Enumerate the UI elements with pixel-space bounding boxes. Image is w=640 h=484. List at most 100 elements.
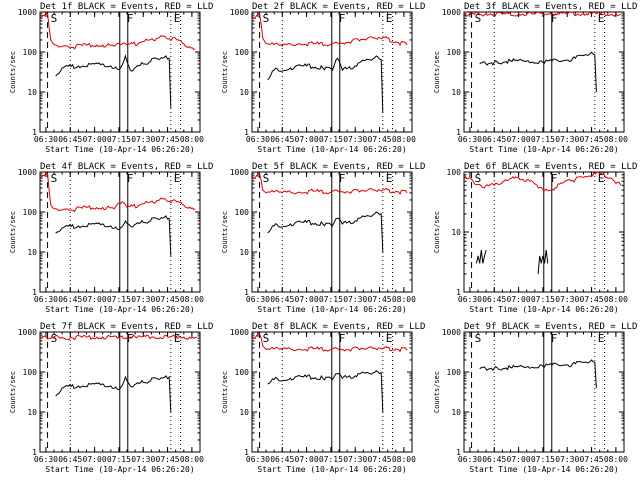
x-tick-label: 07:45 (368, 135, 392, 144)
x-tick-label: 07:45 (156, 295, 180, 304)
detector-panel-6: Det 6f BLACK = Events, RED = LLD 1 10 100 Co… (433, 162, 637, 314)
y-tick-label: 10 (451, 88, 461, 97)
y-tick-label: 1000 (442, 328, 461, 337)
x-axis-label: Start Time (10-Apr-14 06:26:20) (257, 465, 406, 474)
x-tick-label: 06:30 (246, 455, 270, 464)
y-tick-label: 10 (27, 408, 37, 417)
x-tick-label: 06:30 (246, 135, 270, 144)
y-tick-label: 10 (239, 248, 249, 257)
marker-label-e: E (174, 332, 181, 345)
marker-label-f: F (339, 332, 346, 345)
marker-label-f: F (127, 332, 134, 345)
x-tick-label: 08:00 (392, 295, 416, 304)
marker-label-s: S (475, 332, 482, 345)
detector-panel-3: Det 3f BLACK = Events, RED = LLD 1 10 100 10… (433, 2, 637, 154)
series-line-events (267, 55, 384, 113)
y-tick-label: 1 (244, 448, 249, 457)
marker-label-e: E (386, 332, 393, 345)
x-tick-label: 08:00 (604, 295, 628, 304)
x-tick-label: 07:15 (107, 295, 131, 304)
x-axis-label: Start Time (10-Apr-14 06:26:20) (257, 145, 406, 154)
y-axis-label: Counts/sec (433, 371, 441, 413)
series-line-lld (463, 171, 622, 192)
x-tick-label: 06:45 (482, 295, 506, 304)
series-line-lld (39, 334, 197, 341)
x-tick-label: 06:45 (482, 135, 506, 144)
x-tick-label: 07:00 (83, 455, 107, 464)
x-tick-label: 06:30 (34, 295, 58, 304)
marker-label-e: E (598, 172, 605, 185)
x-axis-label: Start Time (10-Apr-14 06:26:20) (469, 305, 618, 314)
y-tick-label: 1000 (442, 8, 461, 17)
x-tick-label: 07:00 (295, 295, 319, 304)
x-tick-label: 07:15 (107, 455, 131, 464)
y-tick-label: 1000 (18, 328, 37, 337)
series-line-events (55, 54, 172, 108)
marker-label-e: E (386, 172, 393, 185)
marker-label-s: S (263, 12, 270, 25)
x-tick-label: 07:45 (368, 455, 392, 464)
marker-label-f: F (551, 12, 558, 25)
detector-panel-1: Det 1f BLACK = Events, RED = LLD 1 10 100 10… (9, 2, 213, 154)
x-tick-label: 07:45 (368, 295, 392, 304)
series-line-lld (39, 172, 196, 213)
marker-label-s: S (51, 12, 58, 25)
x-tick-label: 07:00 (507, 135, 531, 144)
x-tick-label: 07:15 (531, 135, 555, 144)
panel-title: Det 7f BLACK = Events, RED = LLD (40, 322, 213, 332)
x-tick-label: 06:45 (482, 455, 506, 464)
y-tick-label: 10 (27, 248, 37, 257)
x-tick-label: 07:30 (131, 135, 155, 144)
marker-label-e: E (598, 332, 605, 345)
x-tick-label: 07:15 (319, 135, 343, 144)
y-tick-label: 100 (23, 48, 38, 57)
series-line-lld (251, 13, 408, 47)
series-line-lld (39, 12, 196, 51)
x-tick-label: 07:45 (156, 455, 180, 464)
marker-label-s: S (51, 332, 58, 345)
x-tick-label: 06:30 (458, 455, 482, 464)
x-tick-label: 08:00 (604, 455, 628, 464)
y-axis-label: Counts/sec (221, 211, 229, 253)
x-tick-label: 07:00 (83, 295, 107, 304)
x-tick-label: 07:30 (555, 135, 579, 144)
y-tick-label: 1 (456, 128, 461, 137)
panel-title: Det 1f BLACK = Events, RED = LLD (40, 2, 213, 12)
x-tick-label: 07:30 (555, 295, 579, 304)
x-tick-label: 07:15 (319, 455, 343, 464)
y-axis-label: Counts/sec (221, 371, 229, 413)
x-tick-label: 06:30 (458, 295, 482, 304)
x-axis-label: Start Time (10-Apr-14 06:26:20) (469, 145, 618, 154)
y-tick-label: 1000 (230, 168, 249, 177)
x-tick-label: 07:00 (83, 135, 107, 144)
y-axis-label: Counts/sec (9, 51, 17, 93)
x-tick-label: 08:00 (392, 135, 416, 144)
panel-title: Det 9f BLACK = Events, RED = LLD (464, 322, 637, 332)
x-tick-label: 07:30 (343, 455, 367, 464)
detector-panel-9: Det 9f BLACK = Events, RED = LLD 1 10 100 10… (433, 322, 637, 474)
x-tick-label: 06:30 (458, 135, 482, 144)
x-tick-label: 07:45 (580, 455, 604, 464)
y-tick-label: 1 (456, 448, 461, 457)
series-line-events (475, 249, 487, 264)
detector-panel-5: Det 5f BLACK = Events, RED = LLD 1 10 100 10… (221, 162, 425, 314)
marker-label-f: F (339, 172, 346, 185)
x-axis-label: Start Time (10-Apr-14 06:26:20) (45, 465, 194, 474)
x-tick-label: 06:30 (246, 295, 270, 304)
marker-label-s: S (51, 172, 58, 185)
y-tick-label: 1000 (18, 8, 37, 17)
y-tick-label: 1000 (18, 168, 37, 177)
x-tick-label: 08:00 (392, 455, 416, 464)
x-tick-label: 07:00 (295, 135, 319, 144)
marker-label-f: F (551, 332, 558, 345)
x-tick-label: 06:30 (34, 135, 58, 144)
marker-label-e: E (386, 12, 393, 25)
detector-panel-7: Det 7f BLACK = Events, RED = LLD 1 10 100 10… (9, 322, 213, 474)
series-line-events (267, 211, 384, 253)
y-tick-label: 10 (451, 408, 461, 417)
y-tick-label: 1 (32, 448, 37, 457)
x-tick-label: 07:30 (131, 295, 155, 304)
x-tick-label: 07:45 (580, 295, 604, 304)
